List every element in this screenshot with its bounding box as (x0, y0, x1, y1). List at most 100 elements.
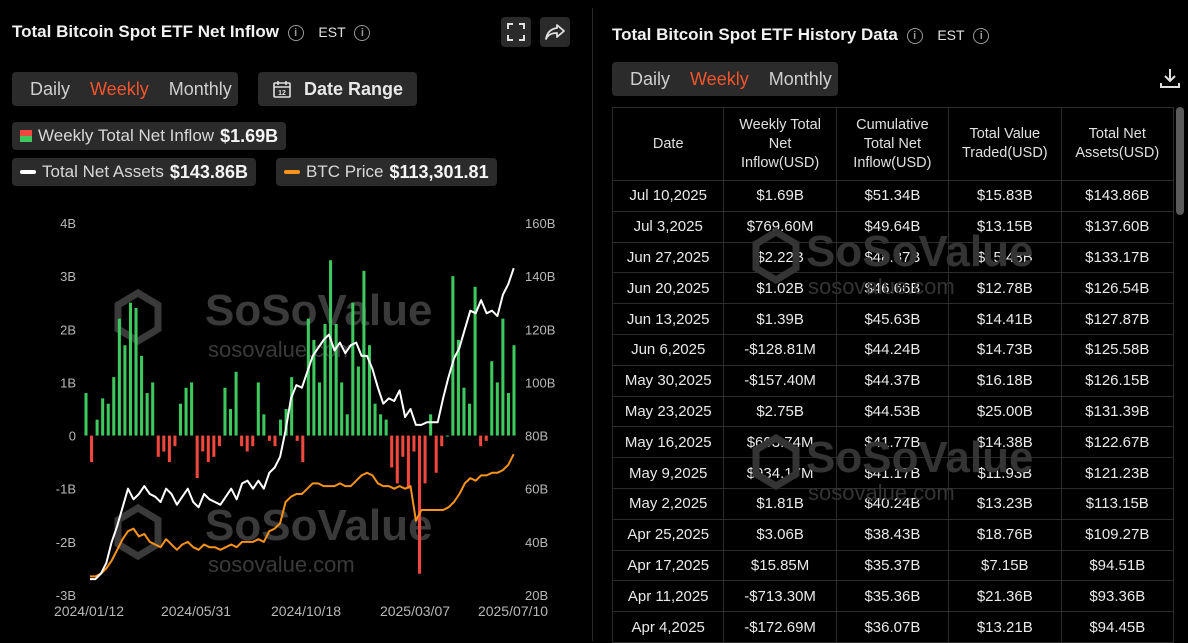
cell-net-assets: $133.17B (1061, 242, 1175, 274)
table-row[interactable]: May 9,2025 $934.17M $41.17B $11.93B $121.23B (611, 457, 1175, 489)
legend-btc-price[interactable]: BTC Price $113,301.81 (276, 158, 497, 186)
inflow-bar (412, 435, 416, 452)
panel-divider (592, 8, 593, 641)
table-row[interactable]: May 23,2025 $2.75B $44.53B $25.00B $131.39B (611, 396, 1175, 428)
table-row[interactable]: Jun 13,2025 $1.39B $45.63B $14.41B $127.87B (611, 303, 1175, 335)
inflow-bar (295, 435, 299, 441)
inflow-bar (167, 435, 171, 463)
timezone-info-icon[interactable]: i (354, 24, 371, 41)
cell-value-traded: $15.83B (948, 180, 1062, 212)
table-row[interactable]: Jun 27,2025 $2.22B $48.87B $15.48B $133.17B (611, 242, 1175, 274)
inflow-bar (151, 382, 155, 436)
table-row[interactable]: Apr 25,2025 $3.06B $38.43B $18.76B $109.27B (611, 519, 1175, 551)
table-scrollbar[interactable] (1176, 107, 1184, 215)
inflow-bar (462, 387, 466, 436)
y-right-tick-label: 20B (525, 588, 548, 603)
col-net-assets[interactable]: Total Net Assets(USD) (1061, 107, 1175, 181)
cell-cumulative-inflow: $41.17B (836, 457, 950, 489)
table-row[interactable]: May 16,2025 $603.74M $41.77B $14.38B $122.67… (611, 426, 1175, 459)
table-row[interactable]: Jul 10,2025 $1.69B $51.34B $15.83B $143.86B (611, 180, 1175, 212)
legend-net-assets-value: $143.86B (169, 161, 248, 182)
cell-weekly-inflow: $603.74M (723, 426, 837, 459)
cell-date: May 23,2025 (611, 396, 725, 428)
col-cumulative-inflow[interactable]: Cumulative Total Net Inflow(USD) (836, 107, 950, 181)
chart-title: Total Bitcoin Spot ETF Net Inflow (12, 22, 279, 41)
cell-weekly-inflow: $1.81B (723, 488, 837, 520)
legend-btc-label: BTC Price (306, 162, 384, 181)
cell-cumulative-inflow: $45.63B (836, 303, 950, 335)
y-left-tick-label: 3B (60, 269, 76, 284)
cell-cumulative-inflow: $38.43B (836, 519, 950, 551)
legend-net-assets[interactable]: Total Net Assets $143.86B (12, 158, 256, 186)
tab-monthly[interactable]: Monthly (768, 68, 832, 89)
inflow-bar (128, 302, 132, 436)
inflow-bar (390, 435, 394, 468)
inflow-swatch-icon (20, 130, 32, 142)
inflow-bar (379, 414, 383, 436)
table-row[interactable]: May 2,2025 $1.81B $40.24B $13.23B $113.15B (611, 488, 1175, 520)
x-tick-label: 2025/03/07 (380, 603, 450, 619)
cell-value-traded: $14.73B (948, 334, 1062, 366)
cell-weekly-inflow: $1.39B (723, 303, 837, 335)
fullscreen-icon[interactable] (501, 17, 531, 47)
table-row[interactable]: Apr 4,2025 -$172.69M $36.07B $13.21B $94.45B (611, 611, 1175, 643)
table-row[interactable]: Apr 17,2025 $15.85M $35.37B $7.15B $94.51B (611, 550, 1175, 582)
cell-date: May 30,2025 (611, 365, 725, 397)
y-left-tick-label: 2B (60, 322, 76, 337)
inflow-bar (362, 270, 366, 436)
inflow-bar (217, 435, 221, 447)
net-inflow-chart[interactable]: 4B 3B 2B 1B 0 -1B -2B -3B 160B 140B 120B 100B 80B 60B… (0, 0, 588, 641)
inflow-bar (329, 260, 333, 436)
inflow-bar (256, 382, 260, 436)
timezone-info-icon[interactable]: i (973, 27, 990, 44)
cell-net-assets: $127.87B (1061, 303, 1175, 335)
info-icon[interactable]: i (906, 27, 923, 44)
cell-net-assets: $94.45B (1061, 611, 1175, 643)
inflow-bar (173, 435, 177, 447)
tab-monthly[interactable]: Monthly (168, 78, 232, 99)
cell-weekly-inflow: $2.22B (723, 242, 837, 274)
y-left-tick-label: 1B (60, 375, 76, 390)
table-row[interactable]: Apr 11,2025 -$713.30M $35.36B $21.36B $93.36… (611, 580, 1175, 613)
col-date[interactable]: Date (611, 107, 725, 181)
y-right-tick-label: 40B (525, 535, 548, 550)
table-row[interactable]: May 30,2025 -$157.40M $44.37B $16.18B $126.1… (611, 365, 1175, 397)
table-row[interactable]: Jun 20,2025 $1.02B $46.66B $12.78B $126.54B (611, 272, 1175, 305)
tab-daily[interactable]: Daily (30, 78, 71, 99)
cell-weekly-inflow: $769.60M (723, 211, 837, 243)
inflow-bar (434, 435, 438, 473)
info-icon[interactable]: i (287, 24, 304, 41)
inflow-bar (395, 435, 399, 484)
col-weekly-inflow[interactable]: Weekly Total Net Inflow(USD) (723, 107, 837, 181)
inflow-bar (101, 398, 105, 436)
cell-value-traded: $11.93B (948, 457, 1062, 489)
cell-cumulative-inflow: $49.64B (836, 211, 950, 243)
cell-date: Apr 25,2025 (611, 519, 725, 551)
cell-weekly-inflow: $1.02B (723, 272, 837, 305)
calendar-icon: 12 (273, 81, 291, 98)
table-row[interactable]: Jul 3,2025 $769.60M $49.64B $13.15B $137.60B (611, 211, 1175, 243)
inflow-bar (367, 345, 372, 436)
history-table: Date Weekly Total Net Inflow(USD) Cumula… (611, 107, 1175, 643)
cell-date: Apr 4,2025 (611, 611, 725, 643)
col-value-traded[interactable]: Total Value Traded(USD) (948, 107, 1062, 181)
inflow-bar (245, 435, 249, 452)
cell-net-assets: $93.36B (1061, 580, 1175, 613)
inflow-bar (195, 435, 199, 479)
inflow-bar (306, 318, 310, 436)
tab-weekly[interactable]: Weekly (90, 78, 149, 99)
legend-net-inflow[interactable]: Weekly Total Net Inflow $1.69B (12, 122, 287, 150)
inflow-bar (112, 377, 116, 436)
inflow-bar (290, 377, 294, 436)
share-icon[interactable] (540, 17, 570, 47)
tab-weekly[interactable]: Weekly (690, 68, 749, 89)
cell-cumulative-inflow: $44.24B (836, 334, 950, 366)
cell-date: Jun 6,2025 (611, 334, 725, 366)
date-range-button[interactable]: 12 Date Range (258, 72, 418, 106)
tab-daily[interactable]: Daily (630, 68, 671, 89)
y-left-tick-label: -1B (56, 482, 76, 497)
cell-cumulative-inflow: $51.34B (836, 180, 950, 212)
download-icon[interactable] (1158, 66, 1182, 95)
table-row[interactable]: Jun 6,2025 -$128.81M $44.24B $14.73B $125.58… (611, 334, 1175, 366)
y-right-tick-label: 160B (525, 216, 555, 231)
